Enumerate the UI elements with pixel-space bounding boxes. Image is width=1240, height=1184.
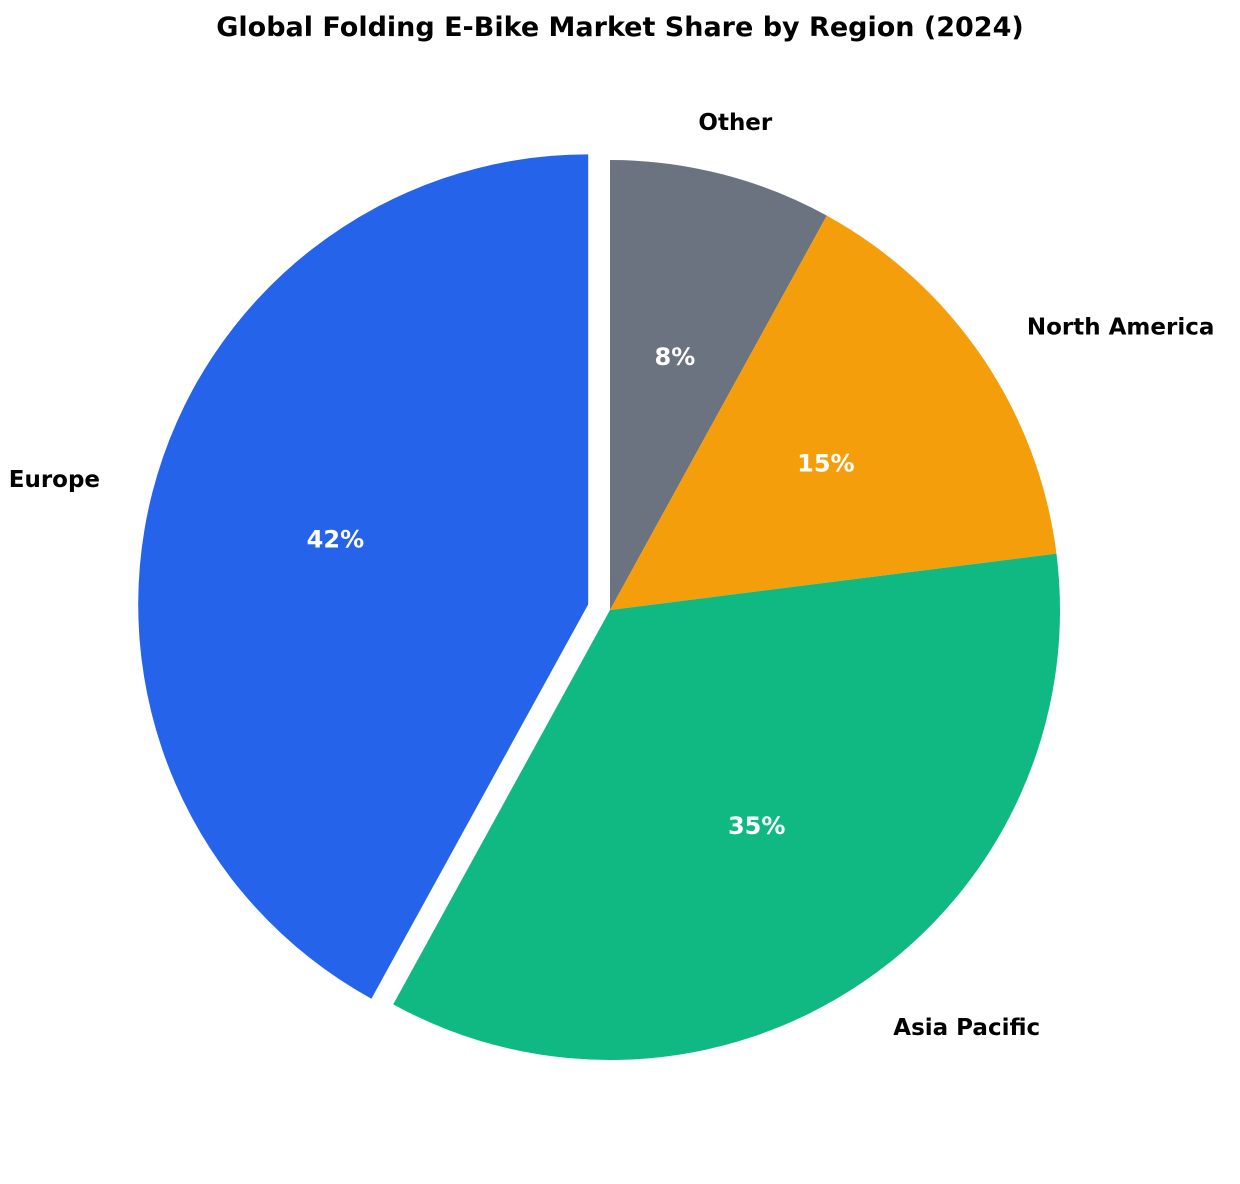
pie-slice-europe <box>138 154 589 999</box>
pie-percent-label-north-america: 15% <box>797 449 854 477</box>
pie-percent-label-other: 8% <box>655 343 696 371</box>
pie-region-label-other: Other <box>698 110 773 136</box>
chart-title: Global Folding E-Bike Market Share by Re… <box>216 12 1024 43</box>
pie-region-label-asia-pacific: Asia Pacific <box>893 1015 1040 1041</box>
pie-slice-asia-pacific <box>393 553 1061 1060</box>
pie-region-label-north-america: North America <box>1027 315 1215 341</box>
pie-percent-label-asia-pacific: 35% <box>728 812 785 840</box>
pie-percent-label-europe: 42% <box>307 525 364 553</box>
pie-slice-north-america <box>610 215 1057 610</box>
pie-region-label-europe: Europe <box>9 467 100 493</box>
pie-slice-other <box>610 160 827 610</box>
